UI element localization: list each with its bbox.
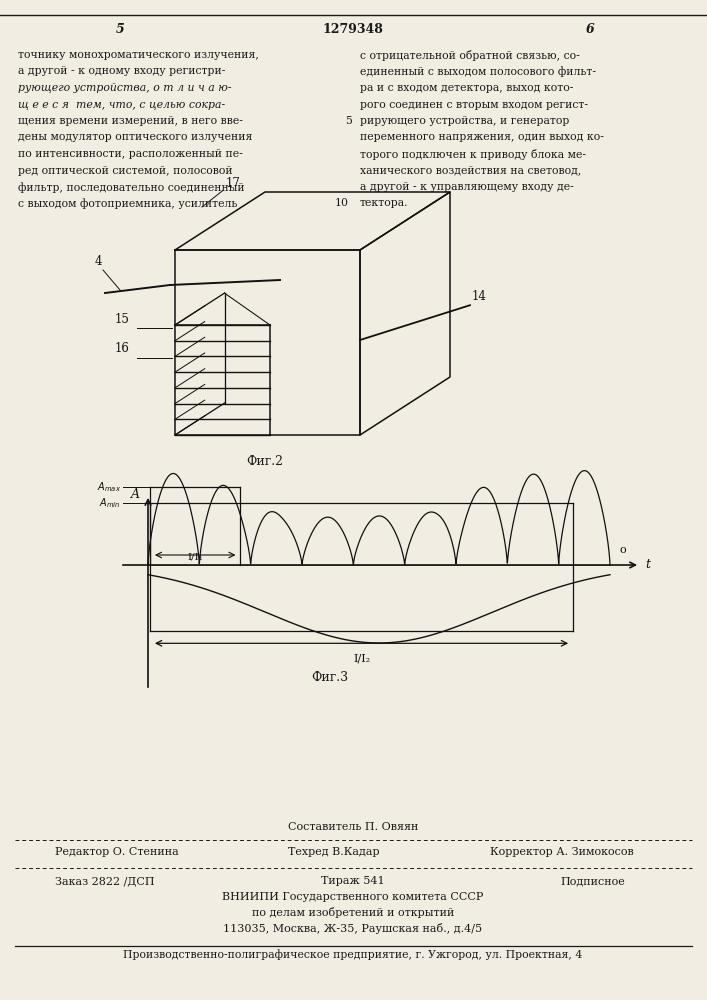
Text: щ е е с я  тем, что, с целью сокра-: щ е е с я тем, что, с целью сокра- — [18, 100, 225, 109]
Text: Фиг.2: Фиг.2 — [247, 455, 284, 468]
Text: торого подключен к приводу блока ме-: торого подключен к приводу блока ме- — [360, 149, 586, 160]
Text: $A_{max}$: $A_{max}$ — [97, 480, 121, 494]
Text: дены модулятор оптического излучения: дены модулятор оптического излучения — [18, 132, 252, 142]
Text: ВНИИПИ Государственного комитета СССР: ВНИИПИ Государственного комитета СССР — [222, 892, 484, 902]
Text: Редактор О. Стенина: Редактор О. Стенина — [55, 847, 179, 857]
Text: I/I₂: I/I₂ — [353, 653, 370, 663]
Text: Подписное: Подписное — [560, 876, 625, 886]
Text: фильтр, последовательно соединенный: фильтр, последовательно соединенный — [18, 182, 245, 193]
Text: 16: 16 — [115, 342, 130, 356]
Text: рого соединен с вторым входом регист-: рого соединен с вторым входом регист- — [360, 100, 588, 109]
Text: t: t — [645, 558, 650, 572]
Text: Техред В.Кадар: Техред В.Кадар — [288, 847, 380, 857]
Text: по интенсивности, расположенный пе-: по интенсивности, расположенный пе- — [18, 149, 243, 159]
Text: переменного напряжения, один выход ко-: переменного напряжения, один выход ко- — [360, 132, 604, 142]
Text: 17: 17 — [226, 177, 240, 190]
Text: с выходом фотоприемника, усилитель: с выходом фотоприемника, усилитель — [18, 198, 238, 209]
Text: I/I₁: I/I₁ — [187, 552, 203, 561]
Text: 113035, Москва, Ж-35, Раушская наб., д.4/5: 113035, Москва, Ж-35, Раушская наб., д.4… — [223, 923, 483, 934]
Text: 6: 6 — [585, 23, 595, 36]
Text: а другой - к управляющему входу де-: а другой - к управляющему входу де- — [360, 182, 574, 192]
Text: а другой - к одному входу регистри-: а другой - к одному входу регистри- — [18, 66, 226, 77]
Text: $A_{min}$: $A_{min}$ — [100, 496, 121, 510]
Text: рирующего устройства, и генератор: рирующего устройства, и генератор — [360, 116, 569, 126]
Text: Производственно-полиграфическое предприятие, г. Ужгород, ул. Проектная, 4: Производственно-полиграфическое предприя… — [124, 949, 583, 960]
Text: Заказ 2822 /ДСП: Заказ 2822 /ДСП — [55, 876, 155, 886]
Text: 10: 10 — [335, 198, 349, 209]
Text: 4: 4 — [95, 255, 103, 268]
Text: Фиг.3: Фиг.3 — [312, 671, 349, 684]
Text: по делам изобретений и открытий: по делам изобретений и открытий — [252, 907, 454, 918]
Text: с отрицательной обратной связью, со-: с отрицательной обратной связью, со- — [360, 50, 580, 61]
Text: щения времени измерений, в него вве-: щения времени измерений, в него вве- — [18, 116, 243, 126]
Text: ред оптической системой, полосовой: ред оптической системой, полосовой — [18, 165, 233, 176]
Text: ханического воздействия на световод,: ханического воздействия на световод, — [360, 165, 581, 176]
Text: единенный с выходом полосового фильт-: единенный с выходом полосового фильт- — [360, 66, 596, 77]
Text: 1279348: 1279348 — [322, 23, 383, 36]
Text: точнику монохроматического излучения,: точнику монохроматического излучения, — [18, 50, 259, 60]
Text: рующего устройства, о т л и ч а ю-: рующего устройства, о т л и ч а ю- — [18, 83, 231, 93]
Text: A: A — [131, 488, 140, 501]
Text: тектора.: тектора. — [360, 198, 409, 209]
Text: Составитель П. Овяян: Составитель П. Овяян — [288, 822, 418, 832]
Text: 14: 14 — [472, 290, 487, 303]
Text: 15: 15 — [115, 313, 130, 326]
Text: o: o — [620, 545, 626, 555]
Text: 5: 5 — [345, 116, 352, 126]
Text: 5: 5 — [116, 23, 124, 36]
Text: ра и с входом детектора, выход кото-: ра и с входом детектора, выход кото- — [360, 83, 573, 93]
Text: Корректор А. Зимокосов: Корректор А. Зимокосов — [490, 847, 633, 857]
Text: Тираж 541: Тираж 541 — [321, 876, 385, 886]
